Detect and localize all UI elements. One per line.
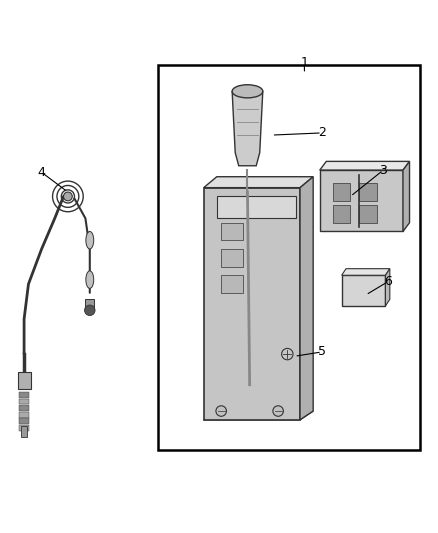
Bar [19, 392, 29, 398]
Polygon shape [204, 177, 313, 188]
Polygon shape [300, 177, 313, 420]
Polygon shape [204, 411, 313, 420]
Polygon shape [320, 161, 410, 170]
Text: 3: 3 [379, 164, 387, 176]
Ellipse shape [86, 231, 94, 249]
Bar [19, 418, 29, 424]
Bar [19, 405, 29, 411]
Text: 4: 4 [38, 166, 46, 179]
Bar [158, 65, 420, 450]
Bar [221, 223, 243, 240]
Polygon shape [204, 188, 300, 420]
Circle shape [216, 406, 226, 416]
Bar [359, 183, 377, 201]
Bar [18, 372, 31, 389]
Ellipse shape [232, 85, 263, 98]
Bar [19, 399, 29, 405]
Bar [333, 205, 350, 223]
Bar [221, 249, 243, 266]
Polygon shape [385, 269, 390, 306]
Polygon shape [342, 269, 390, 275]
Polygon shape [342, 275, 385, 306]
Bar [19, 425, 29, 431]
Circle shape [273, 406, 283, 416]
Circle shape [64, 192, 72, 201]
Bar [21, 426, 27, 437]
Bar [333, 183, 350, 201]
Polygon shape [403, 161, 410, 231]
Bar [85, 300, 94, 310]
Bar [19, 412, 29, 418]
Polygon shape [320, 170, 403, 231]
Text: 6: 6 [384, 276, 392, 288]
Bar [217, 197, 296, 219]
Polygon shape [232, 91, 263, 166]
Ellipse shape [86, 271, 94, 288]
Bar [221, 275, 243, 293]
Text: 1: 1 [300, 56, 308, 69]
Circle shape [85, 305, 95, 316]
Circle shape [282, 349, 293, 360]
Bar [359, 205, 377, 223]
Text: 5: 5 [318, 345, 326, 358]
Text: 2: 2 [318, 126, 326, 140]
